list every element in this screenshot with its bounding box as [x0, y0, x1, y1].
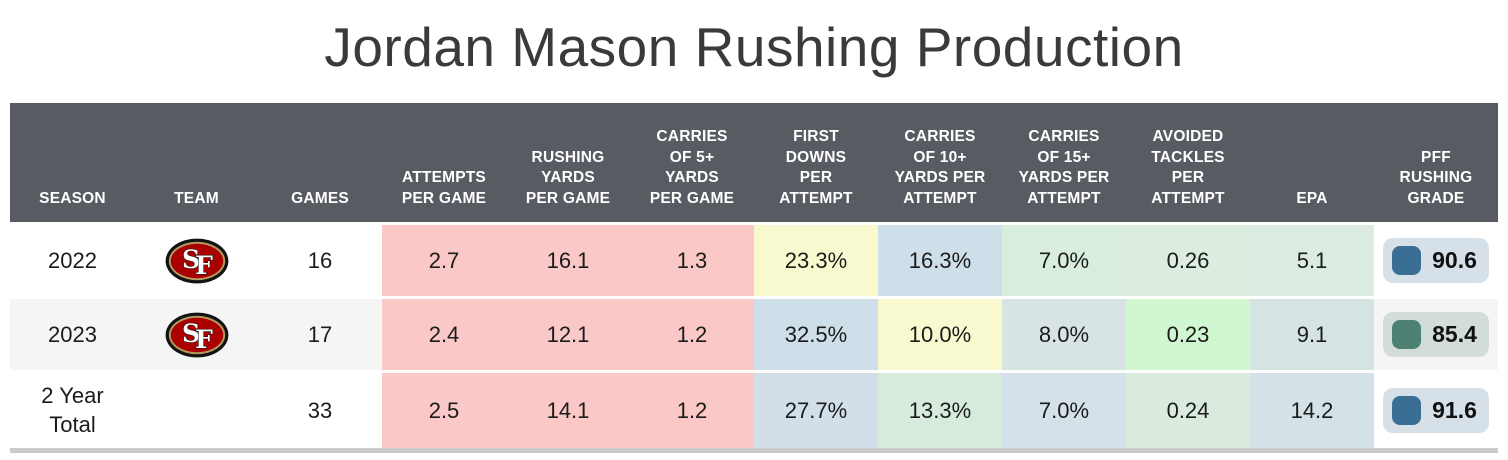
grade-color-swatch: [1392, 246, 1422, 275]
column-header-season: SEASON: [10, 103, 135, 222]
rushing-production-table: SEASON TEAM GAMES ATTEMPTS PER GAME RUSH…: [10, 103, 1498, 448]
stat-cell-rushing-yards: 12.1: [506, 299, 630, 370]
column-header-pff-rushing-grade: PFF RUSHING GRADE: [1374, 103, 1498, 222]
stat-cell-epa: 5.1: [1250, 225, 1374, 296]
season-cell: 2 Year Total: [41, 382, 104, 437]
stat-cell-carries-10plus: 10.0%: [878, 299, 1002, 370]
grade-value: 91.6: [1432, 397, 1477, 423]
grade-cell: 85.4: [1374, 299, 1498, 370]
season-cell: 2023: [10, 299, 135, 370]
table-bottom-border: [10, 448, 1498, 453]
sf-49ers-logo-icon: S F: [165, 238, 228, 283]
stat-cell-carries-15plus: 8.0%: [1002, 299, 1126, 370]
column-header-avoided-tackles: AVOIDED TACKLES PER ATTEMPT: [1126, 103, 1250, 222]
stat-cell-carries-5plus: 1.3: [630, 225, 754, 296]
column-header-team: TEAM: [135, 103, 258, 222]
stat-cell-carries-5plus: 1.2: [630, 299, 754, 370]
column-header-games: GAMES: [258, 103, 382, 222]
grade-pill: 85.4: [1383, 312, 1489, 357]
grade-pill: 91.6: [1383, 388, 1489, 433]
column-header-carries-10plus: CARRIES OF 10+ YARDS PER ATTEMPT: [878, 103, 1002, 222]
games-cell: 17: [258, 299, 382, 370]
stat-cell-epa: 14.2: [1250, 373, 1374, 448]
games-cell: 33: [307, 397, 333, 423]
grade-value: 90.6: [1432, 247, 1477, 273]
stat-cell-avoided-tackles: 0.26: [1126, 225, 1250, 296]
grade-value: 85.4: [1432, 321, 1477, 347]
games-cell: 16: [307, 247, 333, 273]
stat-cell-first-downs: 23.3%: [754, 225, 878, 296]
column-header-carries-5plus: CARRIES OF 5+ YARDS PER GAME: [630, 103, 754, 222]
column-header-first-downs: FIRST DOWNS PER ATTEMPT: [754, 103, 878, 222]
team-cell: S F: [135, 299, 258, 370]
season-cell: 2022: [48, 247, 97, 273]
stat-cell-avoided-tackles: 0.23: [1126, 299, 1250, 370]
grade-color-swatch: [1392, 396, 1422, 425]
stat-cell-carries-10plus: 16.3%: [878, 225, 1002, 296]
stat-cell-carries-10plus: 13.3%: [878, 373, 1002, 448]
stat-cell-rushing-yards: 14.1: [506, 373, 630, 448]
stat-cell-rushing-yards: 16.1: [506, 225, 630, 296]
stat-cell-carries-15plus: 7.0%: [1002, 225, 1126, 296]
grade-pill: 90.6: [1383, 238, 1489, 283]
team-cell: S F: [135, 225, 258, 296]
stat-cell-first-downs: 27.7%: [754, 373, 878, 448]
stat-cell-attempts: 2.4: [382, 299, 506, 370]
stat-cell-carries-15plus: 7.0%: [1002, 373, 1126, 448]
svg-text:F: F: [195, 251, 213, 280]
stat-cell-first-downs: 32.5%: [754, 299, 878, 370]
team-cell: [135, 373, 258, 448]
sf-49ers-logo-icon: S F: [165, 312, 228, 357]
page-title: Jordan Mason Rushing Production: [324, 16, 1184, 78]
stat-cell-attempts: 2.5: [382, 373, 506, 448]
stat-cell-avoided-tackles: 0.24: [1126, 373, 1250, 448]
grade-cell: 91.6: [1374, 373, 1498, 448]
stat-cell-attempts: 2.7: [382, 225, 506, 296]
column-header-rushing-yards-per-game: RUSHING YARDS PER GAME: [506, 103, 630, 222]
svg-text:S: S: [181, 319, 199, 348]
svg-text:S: S: [181, 245, 199, 274]
grade-color-swatch: [1392, 320, 1422, 349]
svg-text:F: F: [195, 325, 213, 354]
column-header-carries-15plus: CARRIES OF 15+ YARDS PER ATTEMPT: [1002, 103, 1126, 222]
stat-cell-carries-5plus: 1.2: [630, 373, 754, 448]
column-header-attempts-per-game: ATTEMPTS PER GAME: [382, 103, 506, 222]
column-header-epa: EPA: [1250, 103, 1374, 222]
stat-cell-epa: 9.1: [1250, 299, 1374, 370]
grade-cell: 90.6: [1374, 225, 1498, 296]
